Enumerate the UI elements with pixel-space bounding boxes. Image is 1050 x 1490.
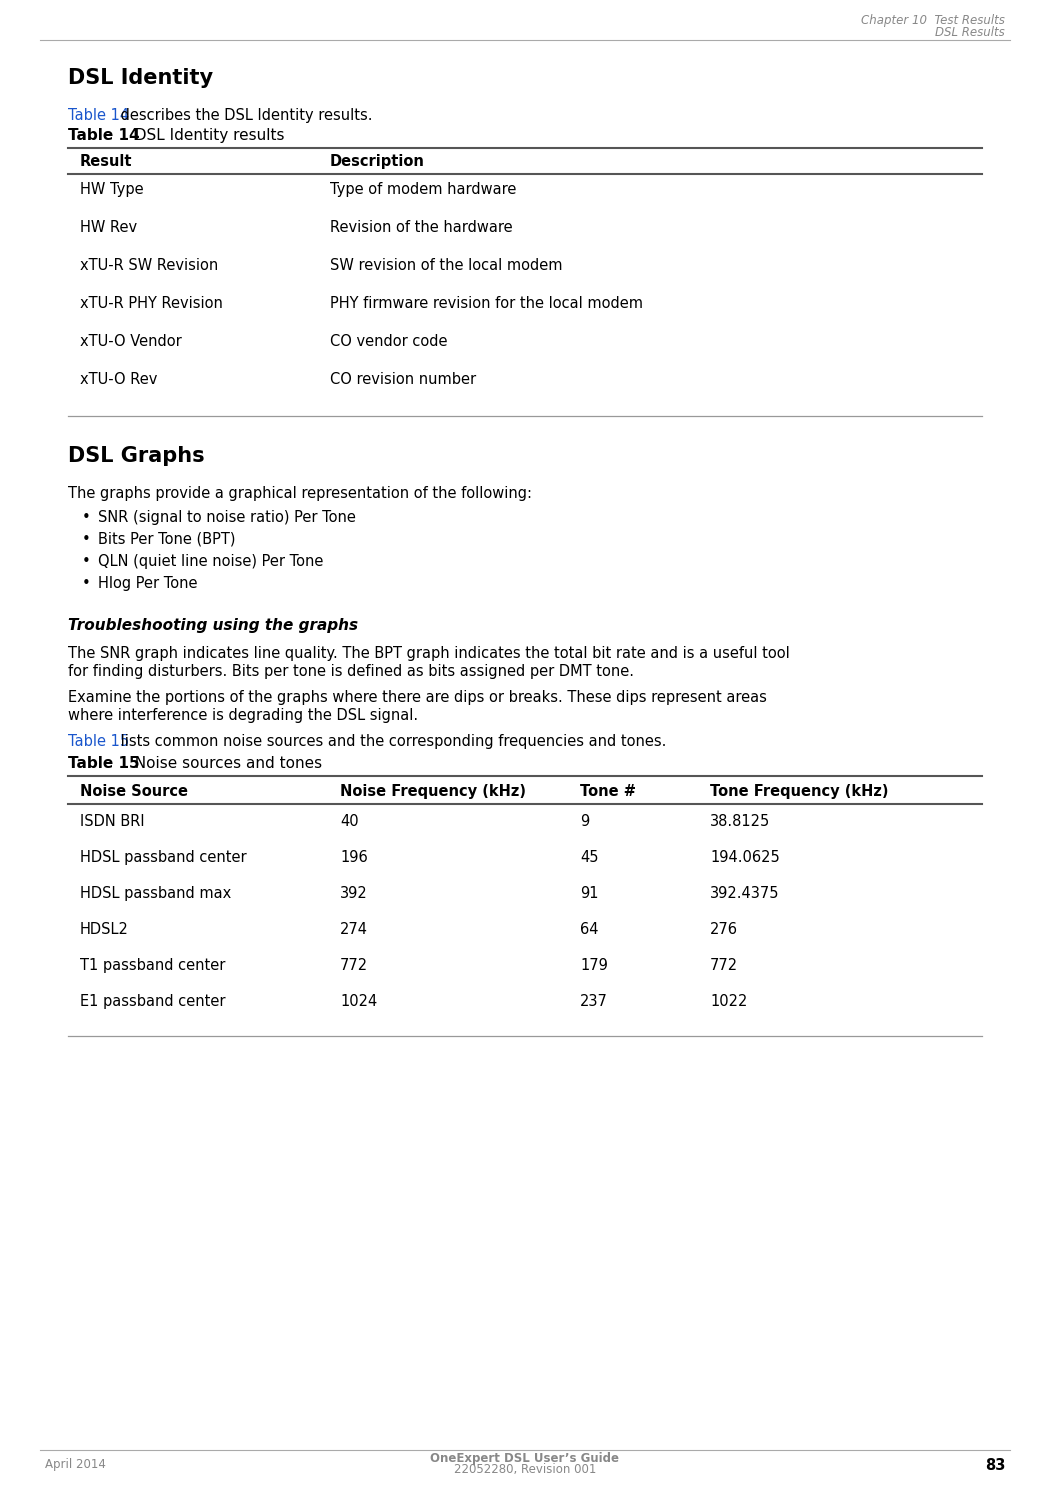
- Text: 772: 772: [340, 958, 369, 973]
- Text: Table 14: Table 14: [68, 128, 140, 143]
- Text: Tone #: Tone #: [580, 784, 636, 799]
- Text: 83: 83: [985, 1459, 1005, 1474]
- Text: 194.0625: 194.0625: [710, 849, 780, 866]
- Text: Type of modem hardware: Type of modem hardware: [330, 182, 517, 197]
- Text: 1022: 1022: [710, 994, 748, 1009]
- Text: xTU-R SW Revision: xTU-R SW Revision: [80, 258, 218, 273]
- Text: E1 passband center: E1 passband center: [80, 994, 226, 1009]
- Text: CO vendor code: CO vendor code: [330, 334, 447, 349]
- Text: DSL Identity results: DSL Identity results: [125, 128, 285, 143]
- Text: SW revision of the local modem: SW revision of the local modem: [330, 258, 563, 273]
- Text: OneExpert DSL User’s Guide: OneExpert DSL User’s Guide: [430, 1451, 620, 1465]
- Text: xTU-O Vendor: xTU-O Vendor: [80, 334, 182, 349]
- Text: Description: Description: [330, 153, 425, 168]
- Text: for finding disturbers. Bits per tone is defined as bits assigned per DMT tone.: for finding disturbers. Bits per tone is…: [68, 665, 634, 679]
- Text: T1 passband center: T1 passband center: [80, 958, 226, 973]
- Text: 38.8125: 38.8125: [710, 814, 771, 828]
- Text: 772: 772: [710, 958, 738, 973]
- Text: DSL Identity: DSL Identity: [68, 69, 213, 88]
- Text: CO revision number: CO revision number: [330, 372, 476, 387]
- Text: describes the DSL Identity results.: describes the DSL Identity results.: [116, 107, 373, 124]
- Text: 237: 237: [580, 994, 608, 1009]
- Text: •: •: [82, 532, 90, 547]
- Text: 64: 64: [580, 922, 598, 937]
- Text: SNR (signal to noise ratio) Per Tone: SNR (signal to noise ratio) Per Tone: [98, 510, 356, 524]
- Text: Chapter 10  Test Results: Chapter 10 Test Results: [861, 13, 1005, 27]
- Text: HDSL passband center: HDSL passband center: [80, 849, 247, 866]
- Text: xTU-R PHY Revision: xTU-R PHY Revision: [80, 297, 223, 311]
- Text: Revision of the hardware: Revision of the hardware: [330, 221, 512, 235]
- Text: ISDN BRI: ISDN BRI: [80, 814, 145, 828]
- Text: 9: 9: [580, 814, 589, 828]
- Text: DSL Graphs: DSL Graphs: [68, 446, 205, 466]
- Text: Bits Per Tone (BPT): Bits Per Tone (BPT): [98, 532, 235, 547]
- Text: April 2014: April 2014: [45, 1459, 106, 1471]
- Text: Table 14: Table 14: [68, 107, 129, 124]
- Text: 179: 179: [580, 958, 608, 973]
- Text: PHY firmware revision for the local modem: PHY firmware revision for the local mode…: [330, 297, 643, 311]
- Text: 196: 196: [340, 849, 367, 866]
- Text: 1024: 1024: [340, 994, 377, 1009]
- Text: Noise sources and tones: Noise sources and tones: [125, 755, 322, 770]
- Text: •: •: [82, 510, 90, 524]
- Text: 45: 45: [580, 849, 598, 866]
- Text: Noise Frequency (kHz): Noise Frequency (kHz): [340, 784, 526, 799]
- Text: Table 15: Table 15: [68, 755, 140, 770]
- Text: Hlog Per Tone: Hlog Per Tone: [98, 577, 197, 592]
- Text: The graphs provide a graphical representation of the following:: The graphs provide a graphical represent…: [68, 486, 532, 501]
- Text: Troubleshooting using the graphs: Troubleshooting using the graphs: [68, 618, 358, 633]
- Text: HW Type: HW Type: [80, 182, 144, 197]
- Text: 40: 40: [340, 814, 359, 828]
- Text: where interference is degrading the DSL signal.: where interference is degrading the DSL …: [68, 708, 418, 723]
- Text: HW Rev: HW Rev: [80, 221, 138, 235]
- Text: 274: 274: [340, 922, 367, 937]
- Text: DSL Results: DSL Results: [936, 25, 1005, 39]
- Text: lists common noise sources and the corresponding frequencies and tones.: lists common noise sources and the corre…: [116, 735, 667, 749]
- Text: 91: 91: [580, 887, 598, 901]
- Text: HDSL2: HDSL2: [80, 922, 129, 937]
- Text: HDSL passband max: HDSL passband max: [80, 887, 231, 901]
- Text: 22052280, Revision 001: 22052280, Revision 001: [454, 1463, 596, 1477]
- Text: QLN (quiet line noise) Per Tone: QLN (quiet line noise) Per Tone: [98, 554, 323, 569]
- Text: 276: 276: [710, 922, 738, 937]
- Text: xTU-O Rev: xTU-O Rev: [80, 372, 158, 387]
- Text: Noise Source: Noise Source: [80, 784, 188, 799]
- Text: Result: Result: [80, 153, 132, 168]
- Text: Tone Frequency (kHz): Tone Frequency (kHz): [710, 784, 888, 799]
- Text: 392.4375: 392.4375: [710, 887, 779, 901]
- Text: Table 15: Table 15: [68, 735, 129, 749]
- Text: The SNR graph indicates line quality. The BPT graph indicates the total bit rate: The SNR graph indicates line quality. Th…: [68, 647, 790, 662]
- Text: Examine the portions of the graphs where there are dips or breaks. These dips re: Examine the portions of the graphs where…: [68, 690, 766, 705]
- Text: 392: 392: [340, 887, 367, 901]
- Text: •: •: [82, 554, 90, 569]
- Text: •: •: [82, 577, 90, 592]
